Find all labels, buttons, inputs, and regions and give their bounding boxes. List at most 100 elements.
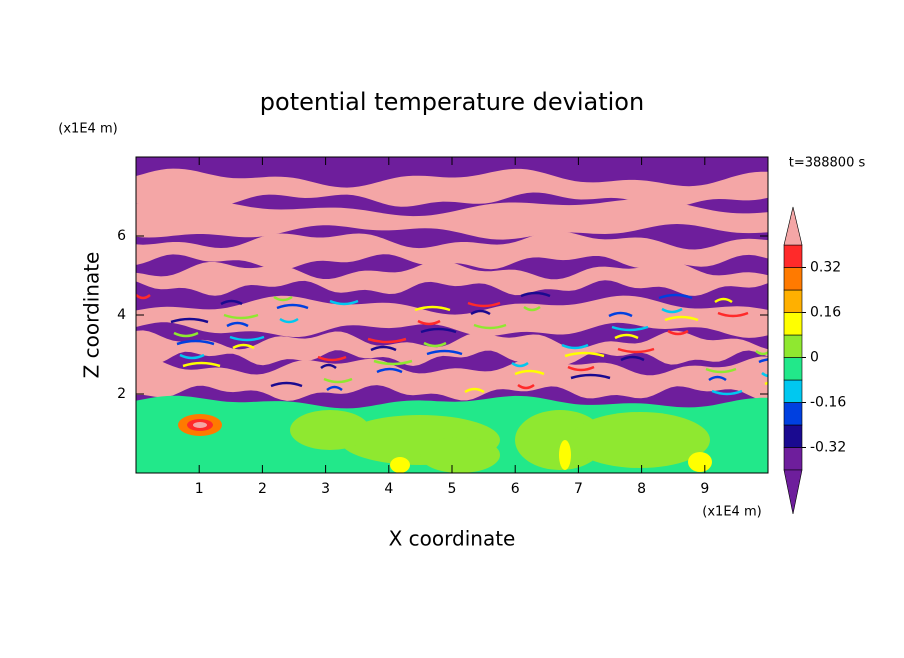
- field-squiggle: [423, 341, 447, 348]
- field-squiggle: [517, 383, 535, 390]
- field-squiggle: [705, 367, 737, 374]
- field-squiggle: [317, 355, 347, 362]
- y-tick-label: 4: [117, 307, 126, 323]
- x-tick-label: 9: [700, 481, 709, 497]
- time-label: t=388800 s: [789, 156, 866, 171]
- x-tick-label: 2: [258, 481, 267, 497]
- field-blob: [570, 412, 710, 468]
- field-blob: [559, 440, 571, 470]
- field-squiggle: [711, 389, 743, 396]
- field-squiggle: [273, 295, 293, 302]
- y-tick-label: 2: [117, 386, 126, 402]
- field-squiggle: [714, 297, 733, 304]
- field-squiggle: [511, 361, 529, 368]
- field-band: [136, 330, 768, 366]
- field-squiggle: [226, 321, 249, 328]
- field-squiggle: [611, 325, 649, 332]
- x-tick-label: 7: [574, 481, 583, 497]
- y-unit: (x1E4 m): [58, 122, 117, 137]
- field-squiggle: [220, 299, 243, 306]
- field-squiggle: [173, 331, 199, 338]
- field-squiggle: [608, 311, 633, 318]
- colorbar-segment: [783, 267, 803, 291]
- field-squiggle: [755, 350, 768, 356]
- field-squiggle: [329, 299, 359, 306]
- chart-title: potential temperature deviation: [260, 88, 644, 116]
- field-squiggle: [764, 381, 768, 386]
- field-squiggle: [229, 335, 265, 342]
- field-squiggle: [270, 381, 303, 388]
- field-squiggle: [182, 361, 221, 368]
- colorbar-segment: [783, 334, 803, 358]
- field-squiggle: [367, 337, 407, 344]
- field-squiggle: [717, 311, 749, 318]
- colorbar-tick-label: 0.16: [810, 305, 841, 321]
- field-squiggle: [758, 358, 768, 364]
- field-squiggle: [176, 339, 215, 346]
- field-squiggle: [464, 387, 485, 394]
- x-tick-label: 6: [511, 481, 520, 497]
- field-squiggle: [523, 305, 541, 312]
- field-squiggle: [467, 301, 501, 308]
- x-tick-label: 4: [384, 481, 393, 497]
- colorbar-tick-label: -0.16: [810, 395, 846, 411]
- x-tick-label: 3: [321, 481, 330, 497]
- field-blob: [290, 410, 370, 450]
- colorbar-segment: [783, 312, 803, 336]
- field-squiggle: [223, 313, 259, 320]
- colorbar-segment: [783, 244, 803, 268]
- field-squiggle: [417, 319, 441, 326]
- field-squiggle: [658, 293, 693, 300]
- field-squiggle: [567, 365, 595, 372]
- x-tick-label: 8: [637, 481, 646, 497]
- y-tick-label: 6: [117, 228, 126, 244]
- field-squiggle: [561, 343, 589, 350]
- field-squiggle: [370, 345, 397, 352]
- field-blob: [193, 422, 207, 428]
- x-tick-label: 1: [195, 481, 204, 497]
- field-squiggle: [179, 353, 205, 360]
- field-squiggle: [614, 333, 639, 340]
- field-squiggle: [520, 291, 551, 298]
- field-squiggle: [514, 369, 545, 376]
- colorbar-tick-label: 0.32: [810, 260, 841, 276]
- field-band: [136, 168, 768, 208]
- field-squiggle: [617, 347, 655, 354]
- field-squiggle: [708, 375, 727, 382]
- field-band: [136, 356, 768, 401]
- field-squiggle: [473, 323, 507, 330]
- field-band: [136, 230, 768, 270]
- field-band: [136, 260, 768, 296]
- y-axis-label: Z coordinate: [80, 252, 104, 379]
- field-squiggle: [323, 377, 353, 384]
- field-squiggle: [414, 305, 451, 312]
- field-squiggle: [570, 373, 611, 380]
- field-squiggle: [170, 317, 209, 324]
- colorbar-segment: [783, 447, 803, 471]
- field-squiggle: [320, 363, 337, 370]
- field-squiggle: [279, 317, 299, 324]
- x-axis-label: X coordinate: [389, 527, 516, 551]
- colorbar-segment: [783, 379, 803, 403]
- colorbar-segment: [783, 289, 803, 313]
- field-blob: [420, 437, 500, 473]
- contour-field: [136, 157, 768, 473]
- field-squiggle: [136, 294, 151, 300]
- field-squiggle: [761, 372, 768, 378]
- field-squiggle: [232, 343, 255, 350]
- colorbar-tick-label: -0.32: [810, 440, 846, 456]
- field-squiggle: [564, 351, 605, 358]
- colorbar-tick-label: 0: [810, 350, 819, 366]
- field-squiggle: [326, 385, 343, 392]
- x-unit: (x1E4 m): [702, 505, 761, 520]
- field-squiggle: [667, 329, 689, 336]
- field-squiggle: [664, 315, 699, 322]
- field-squiggle: [661, 307, 683, 314]
- field-squiggle: [426, 349, 463, 356]
- colorbar-segment: [783, 424, 803, 448]
- field-squiggle: [620, 355, 645, 362]
- field-squiggle: [373, 359, 413, 366]
- colorbar-segment: [783, 357, 803, 381]
- field-band: [136, 197, 768, 240]
